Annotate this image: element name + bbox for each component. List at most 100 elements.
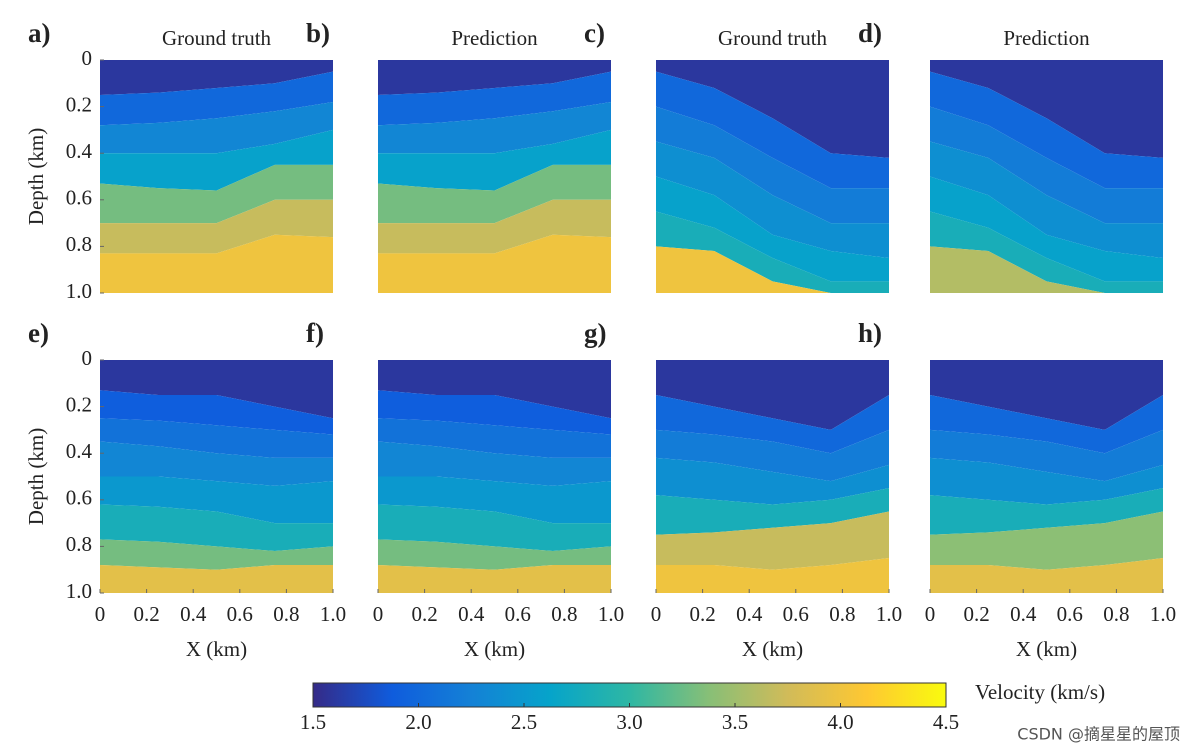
velocity-layer	[378, 234, 611, 293]
x-tick-label: 1.0	[598, 602, 624, 626]
x-tick-label: 0.2	[689, 602, 715, 626]
velocity-layer	[100, 504, 333, 552]
velocity-layer	[378, 199, 611, 254]
velocity-layer	[100, 390, 333, 435]
velocity-layer	[100, 199, 333, 254]
velocity-layer	[378, 441, 611, 486]
velocity-layer	[378, 418, 611, 458]
x-axis-label: X (km)	[742, 637, 803, 661]
velocity-layer	[930, 211, 1163, 293]
x-tick-label: 0	[651, 602, 662, 626]
velocity-layer	[656, 60, 889, 158]
velocity-layer	[656, 457, 889, 505]
x-tick-label: 0.6	[227, 602, 253, 626]
panel-label: a)	[28, 18, 51, 48]
y-tick-label: 0.2	[66, 392, 92, 416]
x-tick-label: 0.4	[1010, 602, 1037, 626]
y-tick-label: 1.0	[66, 579, 92, 603]
velocity-layer	[100, 164, 333, 224]
velocity-layer	[656, 176, 889, 282]
y-axis-label: Depth (km)	[24, 128, 48, 225]
panel-label: g)	[584, 318, 607, 348]
velocity-layer	[100, 565, 333, 593]
velocity-layer	[100, 441, 333, 486]
colorbar-tick-label: 3.5	[722, 710, 748, 734]
x-tick-label: 0.8	[551, 602, 577, 626]
velocity-layer	[656, 511, 889, 570]
y-tick-label: 0.6	[66, 186, 92, 210]
velocity-layer	[656, 558, 889, 593]
velocity-layer	[100, 539, 333, 570]
velocity-layer	[100, 476, 333, 524]
velocity-layer	[100, 129, 333, 191]
y-tick-label: 0.6	[66, 486, 92, 510]
panel-title: Ground truth	[162, 26, 272, 50]
velocity-layer	[656, 360, 889, 430]
velocity-layer	[378, 504, 611, 552]
y-tick-label: 0.2	[66, 92, 92, 116]
velocity-layer	[100, 360, 333, 419]
velocity-layer	[930, 60, 1163, 158]
velocity-layer	[378, 129, 611, 191]
velocity-layer	[930, 176, 1163, 282]
panel-label: b)	[306, 18, 330, 48]
velocity-layer	[930, 511, 1163, 570]
x-tick-label: 1.0	[320, 602, 346, 626]
velocity-layer	[100, 234, 333, 293]
y-tick-label: 1.0	[66, 279, 92, 303]
velocity-layer	[930, 246, 1163, 293]
x-tick-label: 0.6	[1057, 602, 1083, 626]
velocity-layer	[656, 211, 889, 293]
velocity-layer	[930, 141, 1163, 259]
x-tick-label: 0	[925, 602, 936, 626]
watermark: CSDN @摘星星的屋顶	[1017, 725, 1180, 744]
x-axis-label: X (km)	[1016, 637, 1077, 661]
panel-title: Prediction	[1003, 26, 1090, 50]
velocity-layer	[378, 565, 611, 593]
x-tick-label: 1.0	[876, 602, 902, 626]
velocity-layer	[100, 101, 333, 154]
x-tick-label: 0.2	[411, 602, 437, 626]
velocity-layer	[656, 394, 889, 454]
velocity-layer	[930, 394, 1163, 454]
y-axis-label: Depth (km)	[24, 428, 48, 525]
y-tick-label: 0.4	[66, 439, 93, 463]
panel-label: c)	[584, 18, 605, 48]
velocity-layer	[930, 360, 1163, 430]
y-tick-label: 0	[82, 346, 93, 370]
velocity-layer	[378, 164, 611, 224]
panel-label: h)	[858, 318, 882, 348]
velocity-layer	[930, 457, 1163, 505]
x-tick-label: 1.0	[1150, 602, 1176, 626]
x-tick-label: 0.4	[180, 602, 207, 626]
x-tick-label: 0.6	[783, 602, 809, 626]
x-tick-label: 0.2	[963, 602, 989, 626]
panel-label: e)	[28, 318, 49, 348]
velocity-layer	[656, 106, 889, 224]
velocity-layer	[656, 246, 889, 293]
x-tick-label: 0	[95, 602, 106, 626]
panel-label: d)	[858, 18, 882, 48]
x-tick-label: 0.4	[736, 602, 763, 626]
x-tick-label: 0.8	[273, 602, 299, 626]
velocity-layer	[930, 429, 1163, 482]
velocity-layer	[378, 101, 611, 154]
velocity-layer	[378, 476, 611, 524]
y-tick-label: 0.4	[66, 139, 93, 163]
y-tick-label: 0	[82, 46, 93, 70]
y-tick-label: 0.8	[66, 232, 92, 256]
velocity-layer	[378, 71, 611, 126]
x-tick-label: 0.4	[458, 602, 485, 626]
colorbar-tick-label: 1.5	[300, 710, 326, 734]
colorbar-tick-label: 4.5	[933, 710, 959, 734]
panel-label: f)	[306, 318, 324, 348]
velocity-layer	[100, 418, 333, 458]
colorbar-tick-label: 4.0	[827, 710, 853, 734]
colorbar-label: Velocity (km/s)	[975, 680, 1105, 704]
colorbar-tick-label: 2.5	[511, 710, 537, 734]
velocity-layer	[930, 106, 1163, 224]
panel-title: Prediction	[451, 26, 538, 50]
x-tick-label: 0.2	[133, 602, 159, 626]
velocity-layer	[930, 558, 1163, 593]
velocity-layer	[930, 71, 1163, 189]
